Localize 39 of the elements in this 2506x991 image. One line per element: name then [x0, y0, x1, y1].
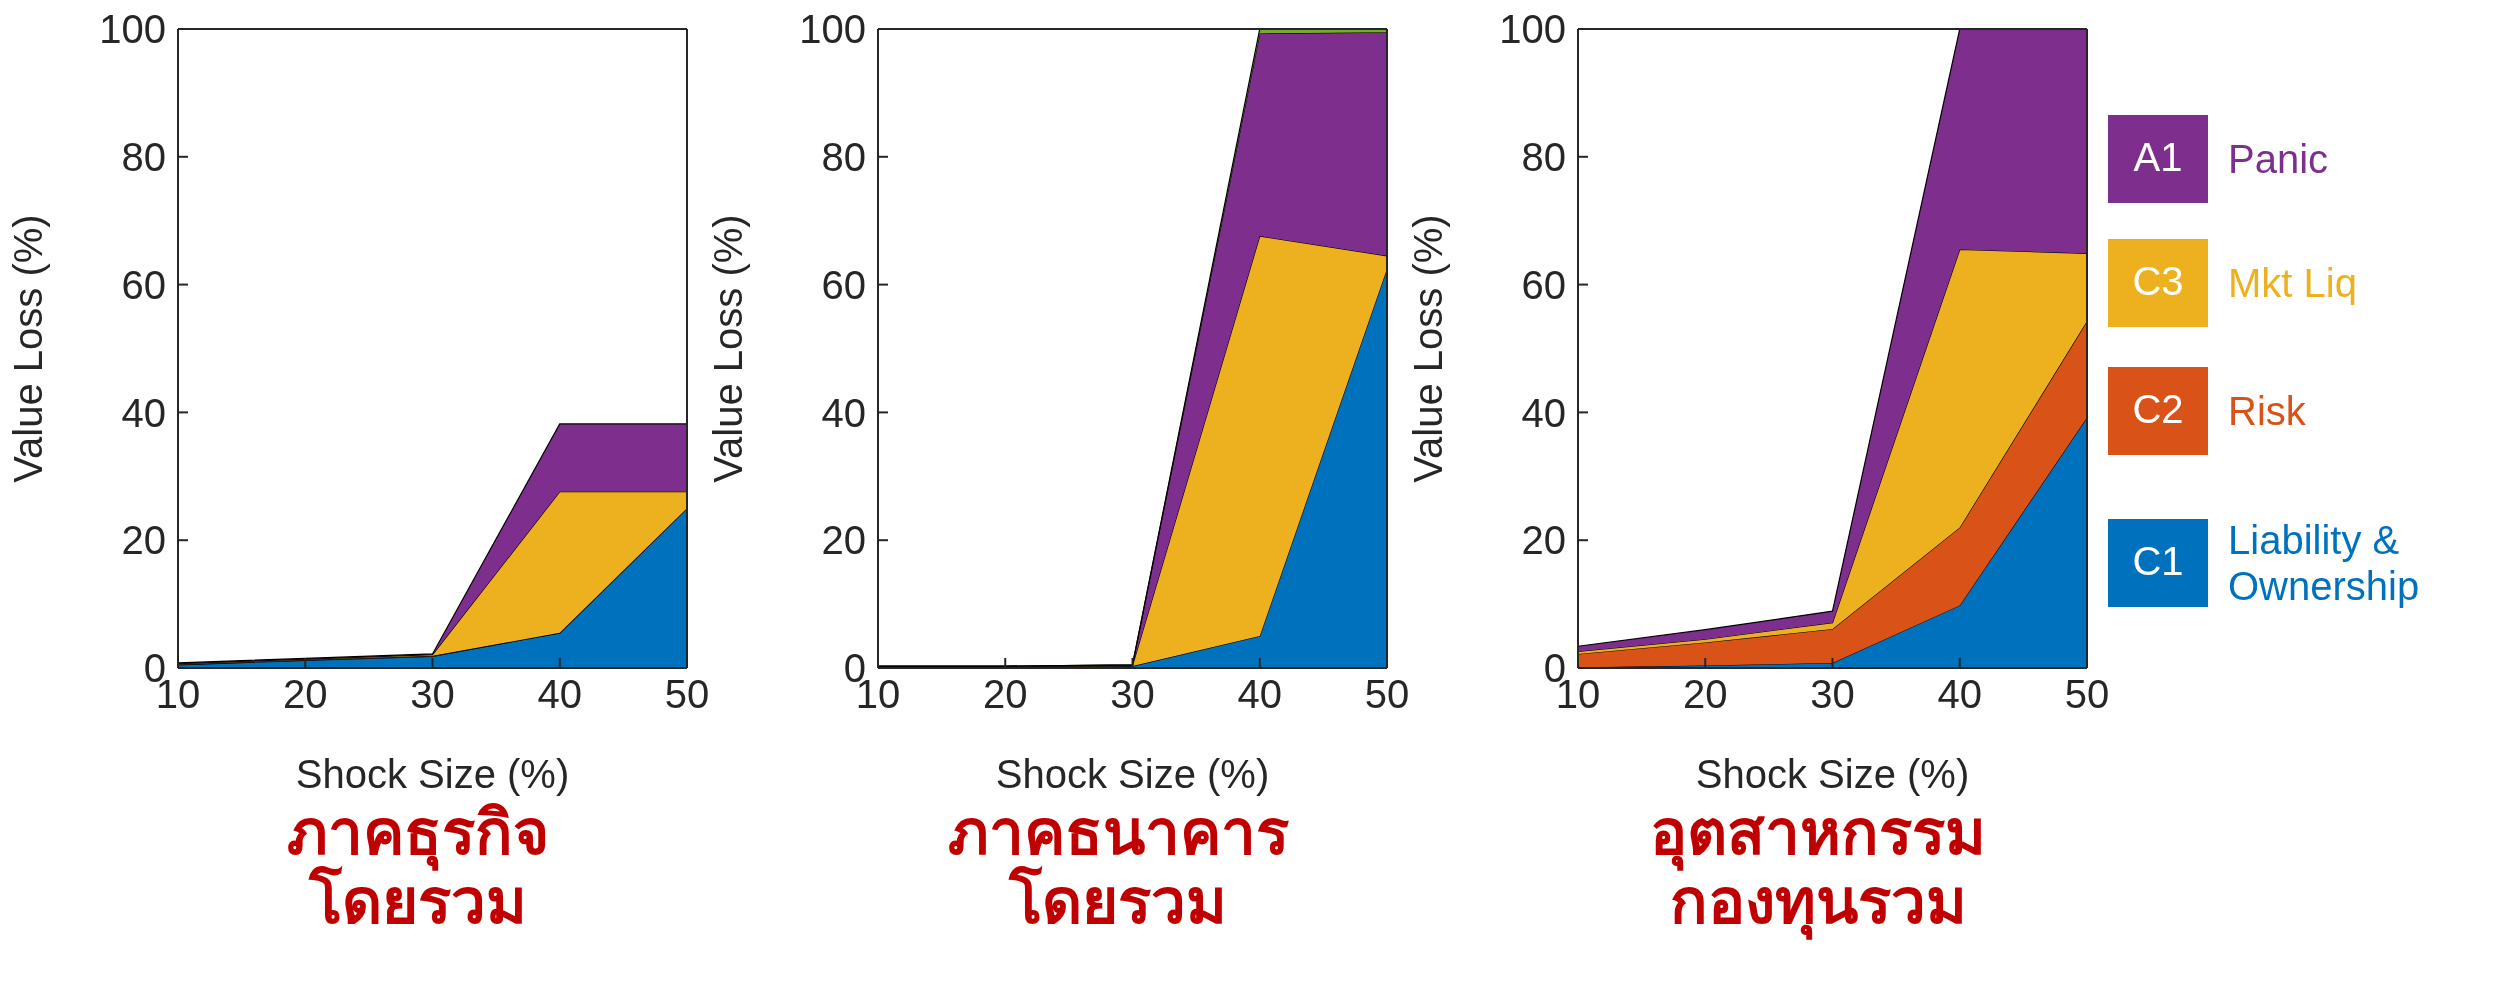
- y-tick-label: 20: [821, 518, 866, 563]
- y-axis-title: Value Loss (%): [6, 214, 51, 483]
- y-tick-label: 60: [821, 262, 866, 307]
- y-tick-label: 100: [1499, 7, 1566, 52]
- y-tick-label: 40: [121, 390, 166, 435]
- y-tick-label: 80: [1521, 135, 1566, 179]
- series-label: C3 Mkt Liq: [2131, 259, 2358, 306]
- x-axis-title: Shock Size (%): [995, 752, 1270, 796]
- x-tick-label: 30: [410, 672, 455, 717]
- y-tick-label: 80: [121, 135, 166, 179]
- x-tick-label: 20: [983, 672, 1028, 717]
- x-tick-label: 40: [537, 672, 582, 717]
- x-tick-label: 20: [1683, 672, 1728, 717]
- x-tick-label: 50: [2064, 672, 2110, 717]
- y-tick-label: 80: [821, 135, 866, 179]
- y-axis-title: Value Loss (%): [1406, 214, 1451, 483]
- y-tick-label: 20: [121, 518, 166, 563]
- x-axis-title: Shock Size (%): [295, 752, 570, 796]
- y-tick-label: 60: [121, 262, 166, 307]
- text: ภาคธุรกิจ โดยรวม: [287, 798, 549, 937]
- y-tick-label: 40: [1521, 390, 1566, 435]
- text: ภาคธนาคาร โดยรวม: [947, 798, 1289, 937]
- series-label: C1 Liability & Ownership: [2131, 517, 2421, 609]
- y-tick-label: 40: [821, 390, 866, 435]
- x-axis-title: Shock Size (%): [1695, 752, 1970, 796]
- x-tick-label: 40: [1237, 672, 1282, 717]
- series-label: A1 Panic: [2132, 135, 2330, 182]
- x-tick-label: 30: [1110, 672, 1155, 717]
- x-tick-label: 50: [1364, 672, 1410, 717]
- x-tick-label: 30: [1810, 672, 1855, 717]
- y-tick-label: 100: [99, 7, 166, 52]
- x-tick-label: 40: [1937, 672, 1982, 717]
- y-tick-label: 20: [1521, 518, 1566, 563]
- series-label: C2 Risk: [2131, 387, 2307, 434]
- x-tick-label: 50: [664, 672, 710, 717]
- x-tick-label: 20: [283, 672, 328, 717]
- y-tick-label: 100: [799, 7, 866, 52]
- y-axis-title: Value Loss (%): [706, 214, 751, 483]
- y-tick-label: 60: [1521, 262, 1566, 307]
